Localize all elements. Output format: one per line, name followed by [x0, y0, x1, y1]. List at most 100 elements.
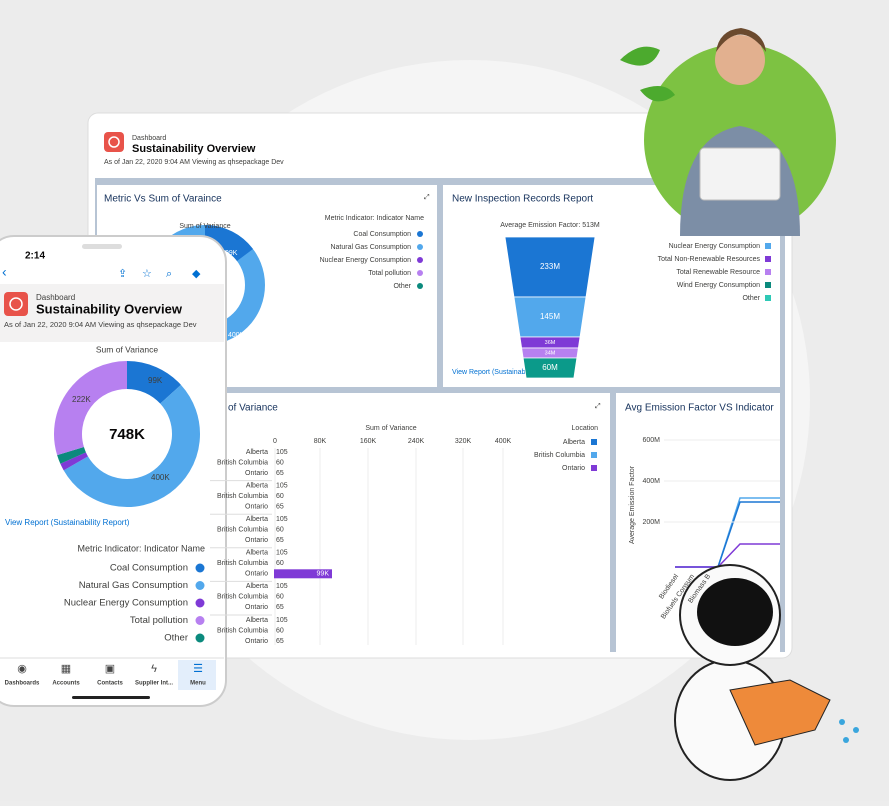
bar-label: 99K — [317, 571, 330, 578]
row-label: Alberta — [246, 482, 268, 489]
row-label: Alberta — [246, 449, 268, 456]
report-link[interactable]: View Report (Sustainability Report) — [5, 518, 130, 527]
donut-segment — [204, 225, 253, 262]
legend-label: Wind Energy Consumption — [677, 282, 760, 289]
phone-header — [0, 284, 224, 342]
notifications-button[interactable]: ◆ — [192, 268, 201, 280]
row-value: 60 — [276, 627, 284, 634]
legend-label: Total pollution — [130, 615, 188, 626]
row-value: 105 — [276, 482, 288, 489]
row-value: 105 — [276, 449, 288, 456]
row-label: Alberta — [246, 583, 268, 590]
share-button[interactable]: ⇪ — [118, 268, 127, 280]
icon-glyph — [108, 136, 120, 148]
legend-label: Nuclear Energy Consumption — [669, 243, 761, 250]
legend-dot — [417, 231, 423, 237]
row-label: Ontario — [245, 537, 268, 544]
chart-title: Sum of Variance — [179, 223, 230, 230]
subtitle: As of Jan 22, 2020 9:04 AM Viewing as qh… — [104, 159, 284, 166]
expand-icon[interactable]: ⤢ — [595, 403, 601, 410]
tab-label[interactable]: Contacts — [97, 681, 123, 687]
row-label: British Columbia — [217, 493, 268, 500]
report-link[interactable]: View Report (Sustainability Report) — [452, 369, 561, 376]
tab-icon: ϟ — [151, 663, 157, 675]
legend-dot — [417, 257, 423, 263]
legend-dot — [195, 581, 205, 590]
legend-label: Coal Consumption — [353, 231, 411, 238]
card-title: Metric Vs Sum of Varaince — [104, 194, 222, 205]
tab-label[interactable]: Accounts — [52, 681, 80, 687]
tab-icon: ☰ — [193, 663, 203, 675]
dashboard-title: Sustainability Overview — [132, 143, 256, 155]
legend-swatch — [765, 282, 771, 288]
back-button[interactable]: ‹ — [2, 264, 7, 280]
row-value: 60 — [276, 493, 284, 500]
row-value: 60 — [276, 459, 284, 466]
x-tick-label: 320K — [455, 438, 472, 445]
chart-title: Average Emission Factor: 513M — [500, 222, 600, 229]
donut-segment — [57, 446, 86, 464]
search-button[interactable]: ⌕ — [166, 268, 172, 280]
row-value: 105 — [276, 583, 288, 590]
legend-dot — [417, 283, 423, 289]
y-tick-label: 600M — [642, 437, 660, 444]
donut-segment — [54, 361, 128, 456]
row-label: British Columbia — [217, 627, 268, 634]
tab-icon: ▣ — [105, 663, 115, 675]
row-label: Ontario — [245, 604, 268, 611]
x-tick-label: 160K — [360, 438, 377, 445]
tab-label[interactable]: Dashboards — [5, 681, 40, 687]
legend-label: Other — [164, 633, 188, 644]
legend-dot — [417, 244, 423, 250]
favorite-button[interactable]: ☆ — [142, 268, 152, 280]
legend-label: Other — [742, 295, 760, 302]
laptop — [699, 147, 781, 201]
tab-label[interactable]: Supplier Int... — [135, 681, 173, 687]
row-value: 65 — [276, 470, 284, 477]
row-label: British Columbia — [217, 594, 268, 601]
legend-swatch — [765, 243, 771, 249]
watering-can — [729, 679, 831, 746]
person-hair — [716, 28, 766, 52]
segment-label: 222K — [72, 395, 91, 404]
person-head — [715, 35, 765, 85]
phone-donut — [54, 361, 200, 507]
subtitle: As of Jan 22, 2020 9:04 AM Viewing as qh… — [4, 320, 197, 329]
water-drop — [843, 737, 849, 743]
x-tick-label: 240K — [408, 438, 425, 445]
y-tick-label: 200M — [642, 519, 660, 526]
expand-icon[interactable]: ⤢ — [424, 194, 430, 201]
row-value: 65 — [276, 604, 284, 611]
segment-label: 99K — [225, 250, 238, 257]
legend-label: Natural Gas Consumption — [79, 580, 188, 591]
legend-label: Nuclear Energy Consumption — [64, 598, 188, 609]
x-tick-label: 0 — [273, 438, 277, 445]
legend-dot — [195, 633, 205, 643]
y-axis-title: Average Emission Factor — [629, 465, 636, 544]
legend-label: Nuclear Energy Consumption — [320, 257, 412, 264]
icon-glyph — [9, 297, 23, 311]
legend-title: Location — [572, 425, 599, 432]
visor — [697, 578, 773, 646]
card-title: of Variance — [228, 403, 278, 414]
row-value: 65 — [276, 503, 284, 510]
legend-label: Total Non-Renewable Resources — [658, 256, 761, 263]
legend-title: Metric Indicator: Indicator Name — [77, 543, 205, 553]
phone — [0, 235, 227, 707]
row-value: 105 — [276, 617, 288, 624]
segment-label: 400K — [151, 473, 170, 482]
row-label: Alberta — [246, 516, 268, 523]
card-title: Avg Emission Factor VS Indicator — [625, 403, 774, 414]
dashboard-title: Sustainability Overview — [36, 301, 183, 316]
tab-label[interactable]: Menu — [190, 681, 206, 687]
home-indicator — [72, 696, 150, 699]
row-value: 65 — [276, 537, 284, 544]
row-value: 65 — [276, 638, 284, 645]
legend-dot — [417, 270, 423, 276]
legend-dot — [195, 563, 205, 573]
legend-title: Metric Indicator: Indicator Name — [325, 215, 424, 222]
row-value: 60 — [276, 560, 284, 567]
row-value: 60 — [276, 527, 284, 534]
kicker: Dashboard — [36, 293, 75, 302]
